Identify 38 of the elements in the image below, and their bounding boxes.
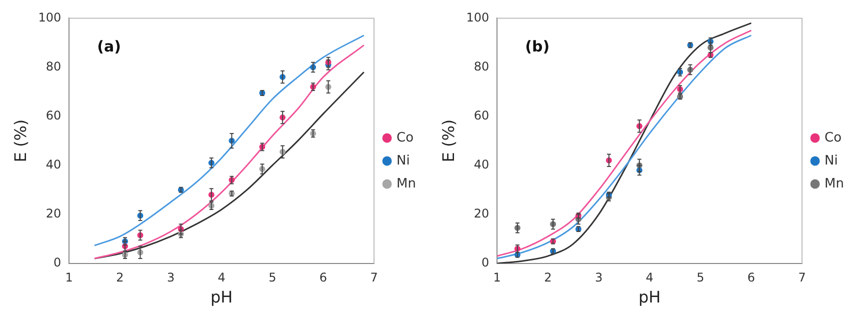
x-tick-label: 5 (696, 270, 704, 285)
x-tick-label: 1 (493, 270, 501, 285)
annotation: (b) (525, 38, 550, 56)
y-tick-label: 40 (46, 157, 62, 172)
x-tick-label: 5 (268, 270, 276, 285)
y-tick-label: 100 (38, 10, 62, 24)
x-tick-label: 3 (594, 270, 603, 285)
legend-label: Mn (824, 176, 844, 192)
x-tick-label: 1 (65, 270, 73, 285)
legend-label: Ni (824, 153, 838, 168)
x-tick-label: 2 (116, 270, 124, 285)
x-axis-title: pH (638, 288, 661, 307)
x-tick-label: 4 (646, 270, 654, 285)
x-tick-label: 3 (166, 270, 175, 285)
y-tick-label: 60 (474, 108, 490, 122)
annotation: (a) (97, 38, 121, 56)
legend-label: Co (396, 130, 414, 146)
y-tick-label: 60 (46, 108, 62, 122)
legend-label: Mn (396, 176, 416, 192)
x-tick-label: 2 (544, 270, 552, 285)
x-tick-label: 6 (319, 270, 328, 285)
x-tick-label: 6 (747, 270, 756, 285)
x-axis-title: pH (210, 288, 233, 307)
legend-label: Ni (396, 153, 410, 168)
y-tick-label: 80 (474, 59, 490, 74)
y-tick-label: 20 (474, 206, 490, 220)
x-tick-label: 7 (798, 270, 806, 285)
y-tick-label: 0 (53, 256, 62, 270)
y-tick-label: 100 (466, 10, 490, 24)
y-tick-label: 80 (46, 59, 62, 74)
y-tick-label: 20 (46, 206, 62, 220)
y-tick-label: 40 (474, 157, 490, 172)
y-axis-title: E (%) (10, 119, 30, 162)
x-tick-label: 4 (218, 270, 226, 285)
legend-label: Co (824, 130, 842, 146)
x-tick-label: 7 (370, 270, 378, 285)
y-axis-title: E (%) (438, 119, 458, 162)
y-tick-label: 0 (481, 256, 490, 270)
